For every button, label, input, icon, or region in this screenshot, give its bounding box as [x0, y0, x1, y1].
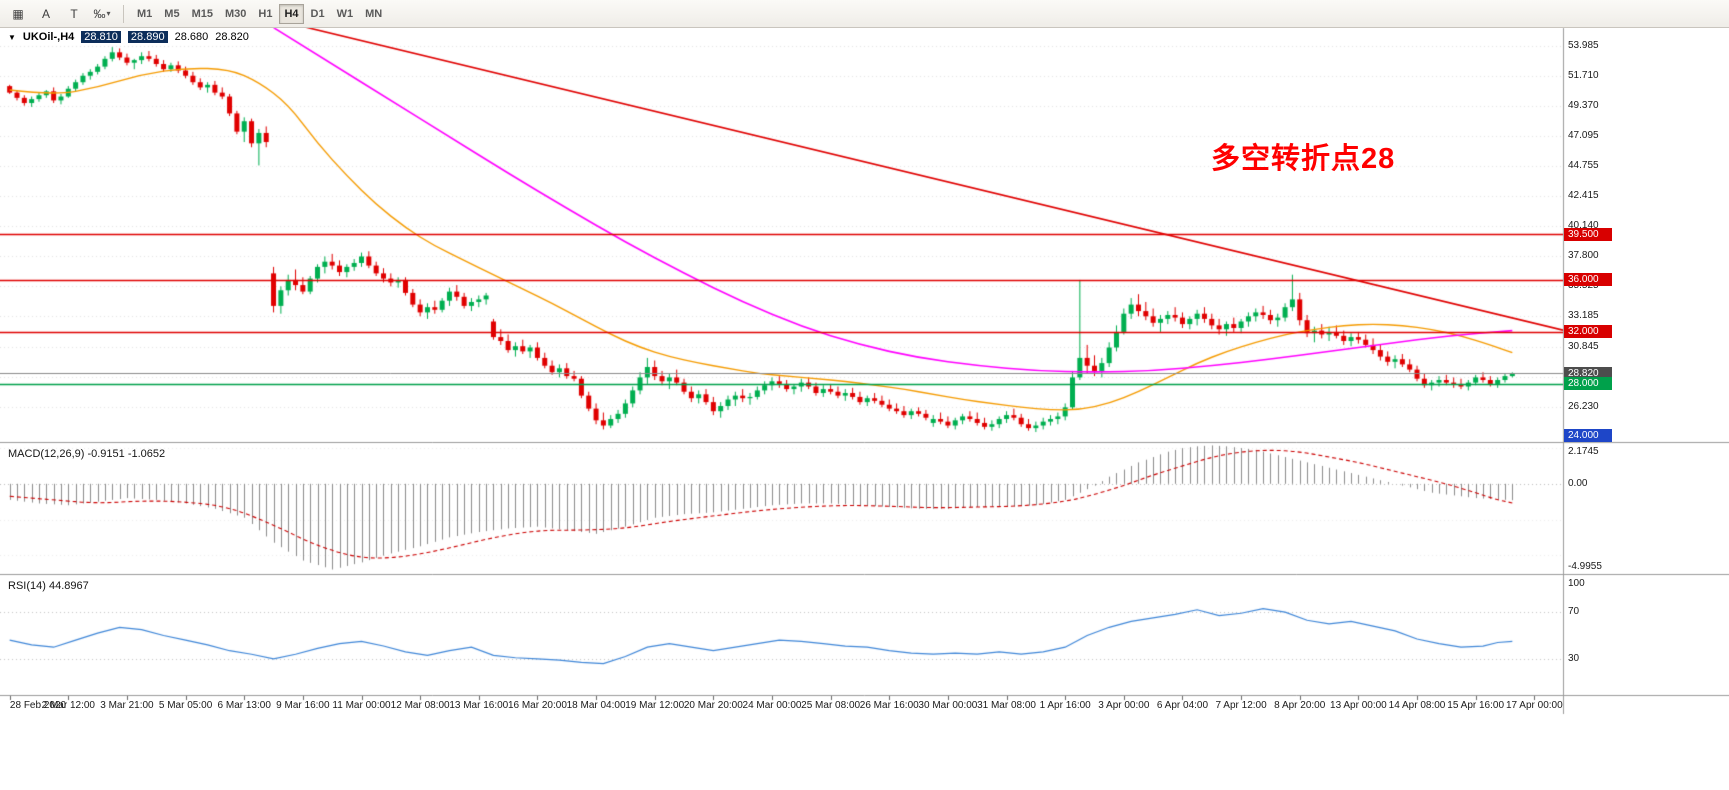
time-axis-label: 14 Apr 08:00: [1388, 700, 1446, 711]
rsi-axis-tick: 70: [1568, 606, 1580, 618]
chart-title-bar: ▼ UKOil-,H4 28.810 28.890 28.680 28.820: [8, 31, 249, 43]
quote-open: 28.810: [81, 31, 121, 43]
time-axis-label: 18 Mar 04:00: [566, 700, 626, 711]
time-axis-label: 3 Apr 00:00: [1098, 700, 1150, 711]
time-axis-label: 25 Mar 08:00: [801, 700, 861, 711]
price-axis-tick: 53.985: [1568, 40, 1599, 51]
time-axis-label: 12 Mar 08:00: [390, 700, 450, 711]
rsi-label: RSI(14) 44.8967: [8, 580, 89, 592]
timeframe-button-d1[interactable]: D1: [310, 7, 325, 20]
price-level-tag: 36.000: [1564, 273, 1612, 287]
price-level-tag: 39.500: [1564, 227, 1612, 241]
price-level-tag: 28.820: [1564, 366, 1612, 380]
price-axis-tick: 37.800: [1568, 250, 1599, 262]
time-axis-label: 28 Feb 2020: [9, 700, 67, 711]
annotation-text: 多空转折点28: [1211, 143, 1396, 175]
macd-axis-tick: -4.9955: [1568, 561, 1602, 572]
quote-high: 28.890: [127, 31, 168, 43]
timeframe-button-m5[interactable]: M5: [164, 7, 180, 20]
time-axis-label: 9 Mar 16:00: [276, 700, 330, 711]
timeframe-button-h1[interactable]: H1: [258, 7, 273, 20]
time-axis-label: 1 Apr 16:00: [1039, 700, 1091, 711]
time-axis-label: 6 Mar 13:00: [217, 700, 271, 711]
time-axis-label: 30 Mar 00:00: [918, 700, 978, 711]
toolbar-separator: [123, 4, 124, 23]
time-axis-label: 13 Mar 16:00: [449, 700, 509, 711]
time-axis-label: 20 Mar 20:00: [683, 700, 743, 711]
timeframe-button-m1[interactable]: M1: [137, 7, 153, 20]
time-axis-label: 6 Apr 04:00: [1156, 700, 1209, 711]
time-axis-label: 11 Mar 00:00: [332, 700, 391, 711]
percent-tool-button[interactable]: ‰ ▾: [93, 6, 111, 21]
time-axis-label: 2 Mar 12:00: [41, 700, 95, 711]
time-axis-label: 31 Mar 08:00: [977, 700, 1036, 711]
price-level-tag: 24.000: [1564, 429, 1612, 443]
quote-low: 28.680: [174, 31, 209, 43]
price-axis-tick: 49.370: [1568, 100, 1599, 112]
timeframe-button-mn[interactable]: MN: [365, 7, 383, 20]
caret-down-icon: ▾: [106, 9, 111, 18]
macd-axis-tick: 2.1745: [1568, 446, 1599, 457]
price-axis-tick: 51.710: [1568, 69, 1599, 81]
timeframe-button-h4[interactable]: H4: [279, 3, 304, 24]
price-level-tag: 28.000: [1564, 377, 1612, 391]
timeframe-button-group: M1 M5 M15 M30 H1 H4 D1 W1 MN: [131, 3, 388, 24]
price-axis-tick: 44.755: [1568, 160, 1599, 172]
time-axis-label: 17 Apr 00:00: [1505, 700, 1563, 711]
time-axis-label: 24 Mar 00:00: [742, 700, 802, 711]
rsi-axis-tick: 100: [1568, 578, 1585, 589]
chart-grid-tool-button[interactable]: ▦: [12, 6, 24, 21]
macd-label: MACD(12,26,9) -0.9151 -1.0652: [8, 448, 166, 460]
time-axis-label: 15 Apr 16:00: [1447, 700, 1505, 711]
text-tool-button[interactable]: T: [70, 6, 78, 21]
chevron-down-icon[interactable]: ▼: [8, 32, 16, 42]
price-axis-tick: 26.230: [1568, 400, 1599, 412]
time-axis-label: 3 Mar 21:00: [100, 700, 154, 711]
time-axis-label: 26 Mar 16:00: [859, 700, 919, 711]
timeframe-button-w1[interactable]: W1: [336, 7, 354, 20]
price-level-tag: 32.000: [1564, 325, 1612, 339]
time-axis-label: 19 Mar 12:00: [625, 700, 685, 711]
timeframe-button-m30[interactable]: M30: [224, 7, 247, 20]
time-axis-label: 13 Apr 00:00: [1330, 700, 1387, 711]
rsi-axis-tick: 30: [1568, 652, 1580, 664]
macd-axis-tick: 0.00: [1568, 477, 1588, 489]
price-axis-tick: 42.415: [1568, 190, 1599, 202]
time-axis-label: 16 Mar 20:00: [507, 700, 567, 711]
cursor-tool-button[interactable]: A: [41, 6, 50, 21]
time-axis-label: 8 Apr 20:00: [1274, 700, 1326, 711]
price-axis-tick: 40.140: [1568, 220, 1599, 232]
quote-close: 28.820: [215, 31, 249, 43]
symbol-title: UKOil-,H4: [22, 31, 75, 43]
time-axis-label: 5 Mar 05:00: [158, 700, 213, 711]
toolbar: ▦ A T ‰ ▾ M1 M5 M15 M30 H1 H4 D1 W1 MN: [0, 0, 1729, 28]
tool-button-group: ▦ A T ‰ ▾: [4, 2, 116, 26]
price-axis-tick: 33.185: [1568, 310, 1599, 322]
price-axis-tick: 30.845: [1568, 340, 1599, 352]
price-axis-tick: 47.095: [1568, 129, 1599, 141]
timeframe-button-m15[interactable]: M15: [191, 7, 213, 20]
time-axis-label: 7 Apr 12:00: [1215, 700, 1267, 711]
